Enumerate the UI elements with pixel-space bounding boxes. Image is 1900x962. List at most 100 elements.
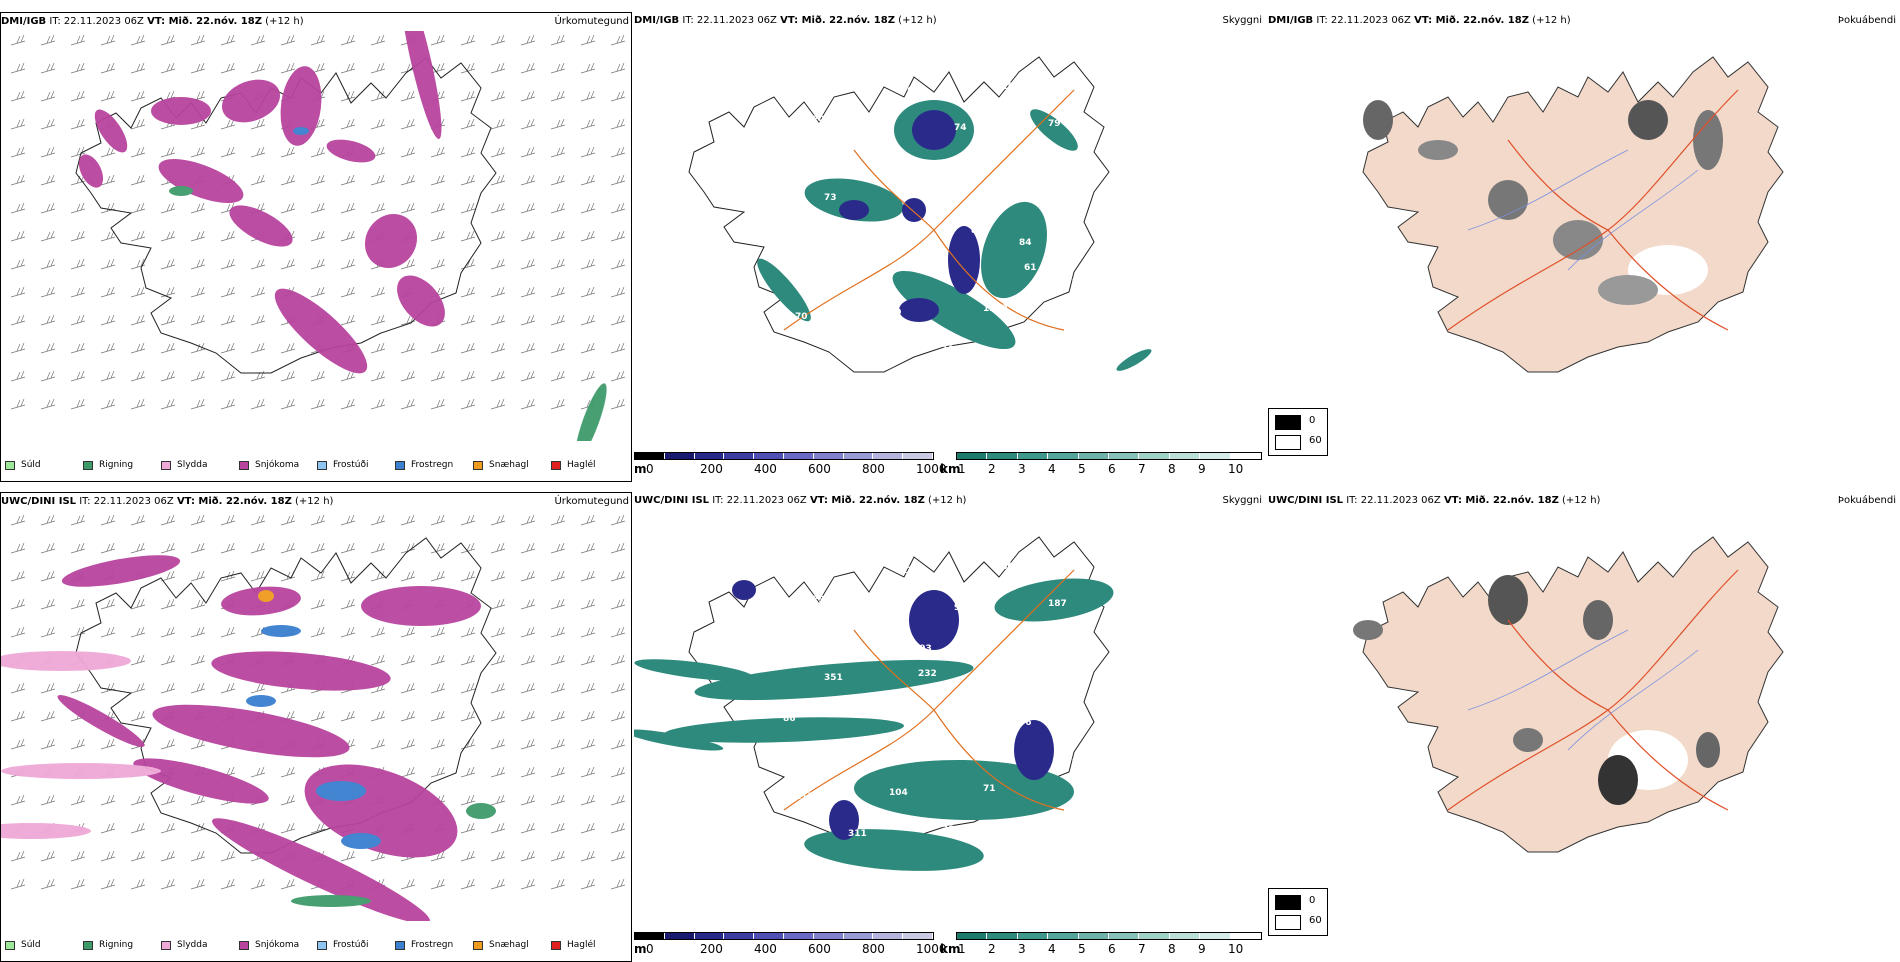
snow-area bbox=[151, 97, 211, 125]
legend-item: Haglél bbox=[551, 457, 629, 473]
tick-label: 400 bbox=[754, 462, 777, 476]
tick-label: 5 bbox=[1078, 462, 1086, 476]
map-canvas bbox=[1362, 56, 1784, 373]
map-canvas bbox=[1, 514, 626, 921]
snow-area bbox=[400, 31, 442, 139]
visibility-area bbox=[854, 759, 1074, 821]
colorbar-cell bbox=[987, 453, 1018, 459]
legend-swatch bbox=[239, 460, 249, 470]
cloud-base-value: 70 bbox=[795, 312, 808, 322]
precipitation-areas bbox=[78, 31, 607, 441]
colorbar-cell bbox=[1078, 453, 1110, 459]
fog-area bbox=[1598, 275, 1658, 305]
cloud-base-value: 79 bbox=[1048, 119, 1061, 129]
valid-time: VT: Mið. 22.nóv. 18Z bbox=[176, 496, 292, 507]
visibility-area bbox=[1030, 109, 1078, 151]
legend-item: Slydda bbox=[161, 937, 239, 953]
legend-label: Frostregn bbox=[411, 460, 454, 470]
tick-label: 10 bbox=[1228, 942, 1244, 956]
legend-item: Slydda bbox=[161, 457, 239, 473]
tick-label: 5 bbox=[1078, 942, 1086, 956]
panel-title: Þokuábendi bbox=[1837, 495, 1896, 506]
lead-time: (+12 h) bbox=[295, 496, 334, 507]
snow-area bbox=[221, 79, 281, 123]
valid-time: VT: Mið. 22.nóv. 18Z bbox=[1414, 15, 1529, 26]
precipitation-areas bbox=[1, 555, 496, 921]
init-time: IT: 22.11.2023 06Z bbox=[49, 16, 144, 27]
tick-label: 200 bbox=[700, 462, 723, 476]
fog-area bbox=[1693, 110, 1723, 170]
visibility-ceiling-legend: m 0 200 400 600 800 1000 km 1 2 3 4 5 6 7 8 9 10 bbox=[634, 448, 1266, 478]
ceiling-unit: m bbox=[634, 942, 647, 956]
visibility-area bbox=[1116, 349, 1152, 371]
cloud-base-value: 74 bbox=[954, 123, 967, 133]
cloud-base-value: 117 bbox=[942, 345, 961, 355]
colorbar-cell bbox=[1109, 453, 1140, 459]
legend-label: Haglél bbox=[567, 940, 596, 950]
snow-area bbox=[61, 555, 181, 587]
low-visibility-areas bbox=[757, 100, 1152, 371]
legend-label: Frostúði bbox=[333, 460, 369, 470]
cloud-base-labels: 321 146 58 793 151 76 47 115 311 136 93 211 121 86 71 1… bbox=[754, 533, 1085, 839]
cloud-base-labels: 498 94 71 33 65 84 46 70 206 76 74 53 57 87 61 59 117 325… bbox=[754, 53, 1085, 359]
colorbar-cell bbox=[783, 453, 814, 459]
legend-swatch bbox=[473, 460, 483, 470]
colorbar-cell bbox=[783, 933, 814, 939]
legend-item: Súld bbox=[5, 937, 83, 953]
legend-label: Frostregn bbox=[411, 940, 454, 950]
cloud-base-value: 321 bbox=[754, 533, 773, 543]
init-time: IT: 22.11.2023 06Z bbox=[1346, 495, 1441, 506]
legend-value: 60 bbox=[1309, 435, 1322, 446]
visibility-area bbox=[634, 729, 724, 751]
fog-area bbox=[1628, 100, 1668, 140]
legend-item: Rigning bbox=[83, 937, 161, 953]
cloud-base-value: 126 bbox=[877, 230, 896, 240]
fog-area bbox=[1488, 575, 1528, 625]
low-visibility-areas bbox=[634, 578, 1114, 871]
rain-area bbox=[466, 803, 496, 819]
low-ceiling-area bbox=[899, 298, 939, 322]
fog-indicator-areas bbox=[1363, 100, 1723, 305]
cloud-base-value: 86 bbox=[783, 714, 796, 724]
snow-area bbox=[133, 758, 269, 804]
panel-title: Skyggni bbox=[1222, 495, 1262, 506]
low-ceiling-area bbox=[839, 200, 869, 220]
legend-swatch bbox=[239, 940, 249, 950]
panel-header: DMI/IGB IT: 22.11.2023 06Z VT: Mið. 22.n… bbox=[1, 15, 631, 29]
colorbar-cell bbox=[694, 933, 725, 939]
rain-area bbox=[291, 895, 371, 907]
freezing-rain-area bbox=[293, 127, 309, 135]
cloud-base-value: 65 bbox=[966, 201, 979, 211]
cloud-base-value: 76 bbox=[1019, 718, 1032, 728]
lead-time: (+12 h) bbox=[265, 16, 304, 27]
freezing-rain-area bbox=[341, 833, 381, 849]
cloud-base-value: 76 bbox=[901, 86, 914, 96]
legend-value: 0 bbox=[1309, 415, 1316, 426]
cloud-base-value: 300 bbox=[759, 558, 778, 568]
model-source: UWC/DINI ISL bbox=[634, 495, 710, 506]
cloud-base-value: 87 bbox=[783, 234, 796, 244]
model-source: UWC/DINI ISL bbox=[1, 496, 77, 507]
fog-index-legend: 0 60 bbox=[1268, 408, 1328, 456]
map-panel-4: UWC/DINI ISL IT: 22.11.2023 06Z VT: Mið.… bbox=[0, 492, 632, 962]
cloud-base-value: 53 bbox=[1007, 160, 1020, 170]
rivers bbox=[1467, 629, 1699, 751]
cloud-base-value: 46 bbox=[1072, 275, 1085, 285]
snow-area bbox=[152, 704, 350, 758]
cloud-base-value: 57 bbox=[1060, 197, 1073, 207]
legend-swatch bbox=[83, 460, 93, 470]
wind-barbs bbox=[10, 514, 626, 890]
legend-item: Súld bbox=[5, 457, 83, 473]
cloud-base-value: 59 bbox=[889, 308, 902, 318]
legend-value: 60 bbox=[1309, 915, 1322, 926]
cloud-base-value: 326 bbox=[865, 632, 884, 642]
ice-pellets-area bbox=[258, 590, 274, 602]
colorbar-cell bbox=[724, 453, 755, 459]
map-canvas: 321 146 58 793 151 76 47 115 311 136 93 211 121 86 71 1… bbox=[634, 533, 1114, 871]
init-time: IT: 22.11.2023 06Z bbox=[712, 495, 807, 506]
legend-item: Snjókoma bbox=[239, 457, 317, 473]
snow-area bbox=[94, 109, 128, 153]
cloud-base-value: 1202 bbox=[983, 304, 1008, 314]
visibility-colorbar bbox=[956, 452, 1262, 460]
legend-swatch bbox=[5, 460, 15, 470]
